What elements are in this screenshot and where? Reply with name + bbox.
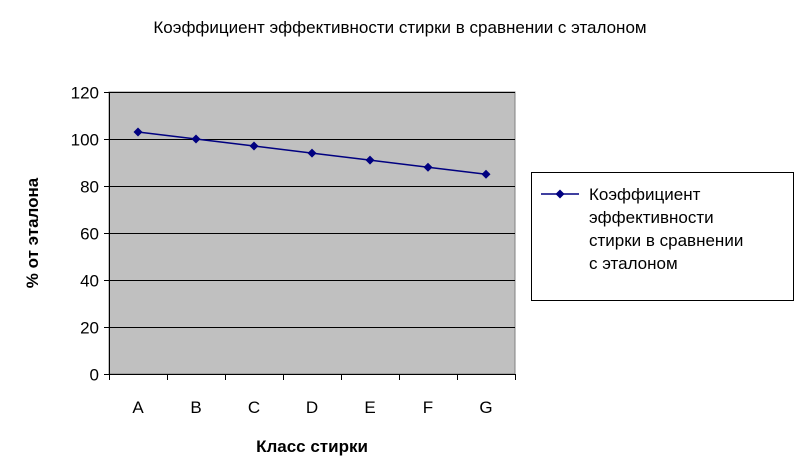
data-point [481,169,491,179]
chart-title: Коэффициент эффективности стирки в сравн… [153,18,647,37]
legend-label-line: стирки в сравнении [589,231,743,250]
y-tick-label: 20 [80,319,99,338]
data-point [423,162,433,172]
legend-marker [555,189,565,199]
legend: Коэффициент эффективности стирки в сравнен… [531,172,794,301]
y-axis-title: % от эталона [23,177,42,288]
data-point [365,155,375,165]
x-tick-label: D [306,398,318,417]
y-tick-label: 120 [71,84,99,103]
y-tick-label: 80 [80,178,99,197]
x-tick-label: B [190,398,201,417]
plot-area [108,91,516,375]
y-tick-label: 0 [90,366,99,385]
legend-label: Коэффициент эффективности стирки в сравнен… [589,185,743,273]
series-layer [133,127,491,179]
y-tick-label: 100 [71,131,99,150]
y-tick-label: 40 [80,272,99,291]
x-tick-label: C [248,398,260,417]
x-axis-title: Класс стирки [256,437,368,456]
legend-label-line: с эталоном [589,254,678,273]
x-tick-label: F [423,398,433,417]
x-tick-label: G [479,398,492,417]
data-point [307,148,317,158]
x-tick-label: A [132,398,144,417]
axes: 0 20 40 60 80 100 120 A B C D E F G Класс стирки % от э… [23,84,516,456]
x-tick-label: E [364,398,375,417]
legend-label-line: эффективности [589,208,714,227]
data-point [133,127,143,137]
legend-label-line: Коэффициент [589,185,701,204]
data-point [249,141,259,151]
data-point [191,134,201,144]
y-tick-label: 60 [80,225,99,244]
